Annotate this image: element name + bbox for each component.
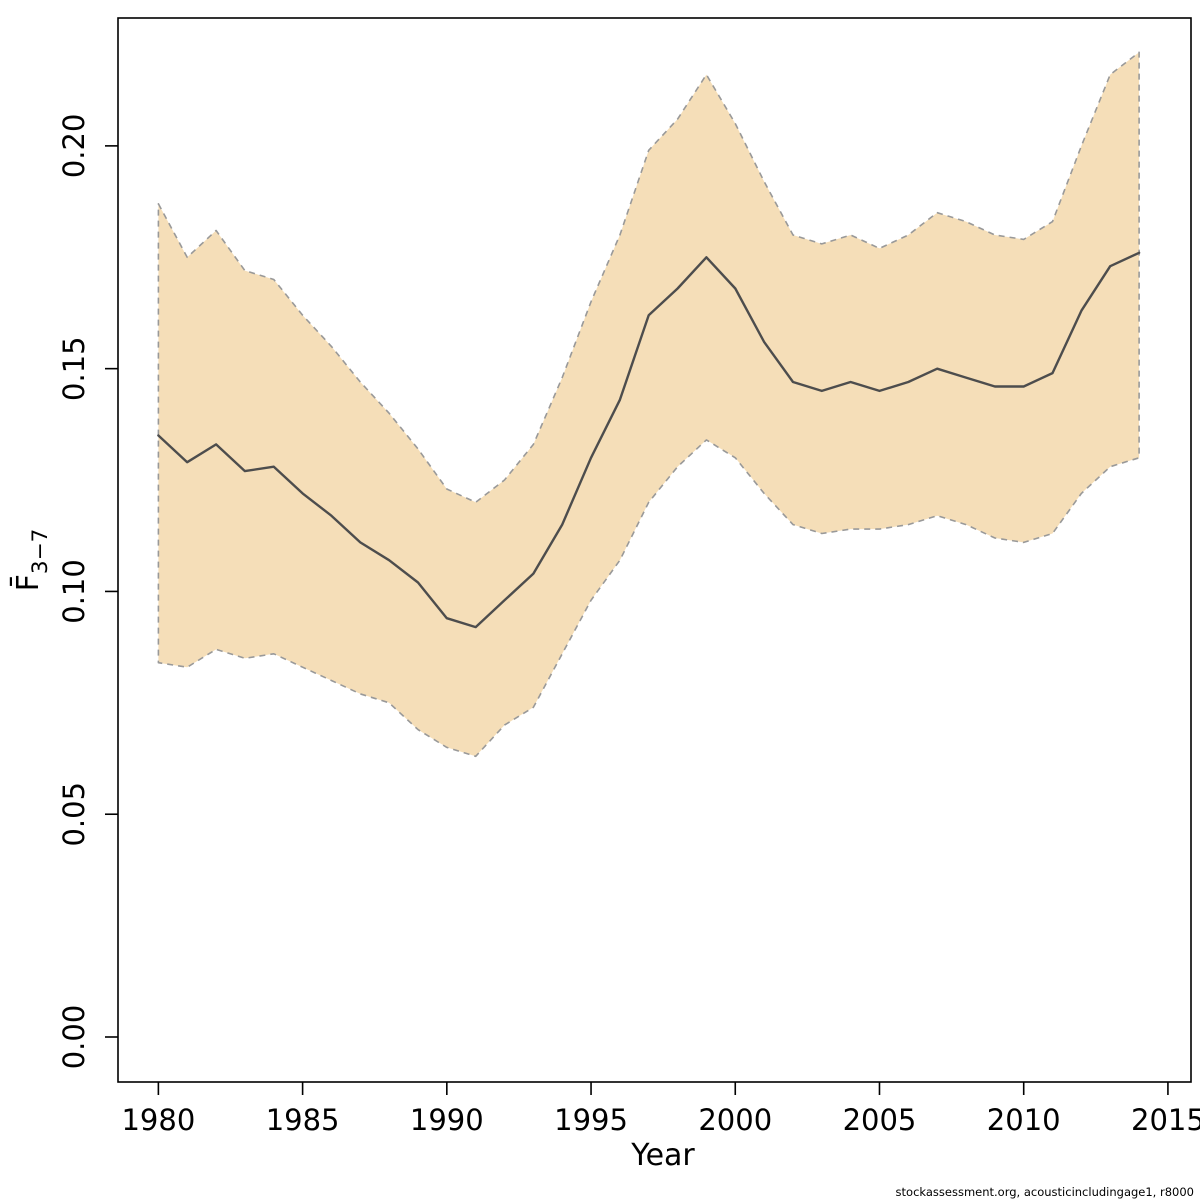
x-tick-label: 2010	[987, 1103, 1061, 1137]
x-tick-label: 1990	[410, 1103, 484, 1137]
x-tick-label: 2005	[843, 1103, 917, 1137]
x-axis-title: Year	[630, 1138, 695, 1173]
plot-box	[117, 17, 1192, 1083]
source-caption: stockassessment.org, acousticincludingag…	[896, 1185, 1194, 1199]
y-tick-label: 0.05	[57, 782, 91, 847]
x-tick-label: 2015	[1131, 1103, 1200, 1137]
confidence-band-polygon	[157, 51, 1140, 758]
y-tick-label: 0.00	[57, 1005, 91, 1070]
mean-line-path	[157, 251, 1141, 629]
y-tick-label: 0.10	[57, 559, 91, 624]
x-tick-label: 1980	[121, 1103, 195, 1137]
axes: 1980 1985 1990 1995 2000 2005 2010 2015 0.00 0.05…	[57, 17, 1200, 1137]
x-tick-label: 1985	[266, 1103, 340, 1137]
y-tick-label: 0.15	[57, 336, 91, 401]
x-tick-label: 2000	[698, 1103, 772, 1137]
y-axis-title: F̄3−7	[10, 529, 53, 592]
y-tick-label: 0.20	[57, 114, 91, 179]
x-tick-label: 1995	[554, 1103, 628, 1137]
y-axis-title-subscript: 3−7	[28, 529, 53, 575]
mean-line	[157, 251, 1141, 629]
y-axis-title-main: F̄	[10, 574, 46, 591]
confidence-band	[157, 51, 1140, 758]
